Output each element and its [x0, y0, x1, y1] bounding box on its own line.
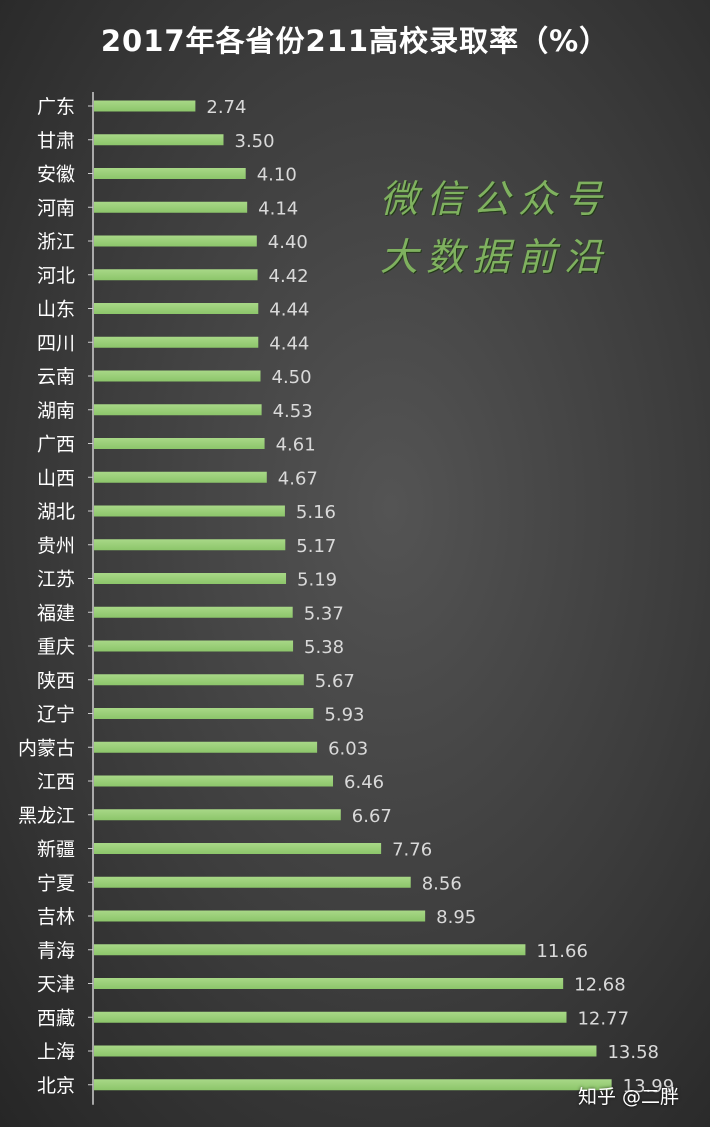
category-label: 天津: [37, 974, 75, 996]
category-label: 江苏: [37, 569, 75, 591]
data-label: 4.61: [276, 435, 316, 456]
bar: [94, 573, 287, 584]
data-label: 6.46: [344, 772, 384, 793]
data-label: 5.16: [296, 502, 336, 523]
bar: [94, 100, 196, 112]
data-label: 6.67: [352, 806, 392, 827]
category-label: 新疆: [37, 839, 75, 861]
category-label: 北京: [37, 1075, 75, 1097]
data-label: 5.93: [324, 705, 364, 726]
data-label: 4.53: [273, 401, 313, 422]
bar: [94, 505, 285, 517]
source-credit: 知乎 @二胖: [578, 1086, 680, 1108]
category-label: 西藏: [37, 1007, 75, 1029]
data-label: 5.17: [296, 536, 336, 557]
data-label: 13.99: [623, 1076, 675, 1097]
bar: [94, 438, 265, 449]
category-label: 宁夏: [37, 872, 75, 894]
data-label: 8.56: [422, 873, 462, 894]
data-label: 5.67: [315, 671, 355, 692]
bar: [94, 809, 341, 821]
data-label: 12.77: [577, 1008, 629, 1029]
category-label: 福建: [37, 602, 75, 624]
bar: [94, 876, 411, 888]
bar: [94, 1045, 597, 1057]
data-label: 3.50: [235, 131, 275, 152]
category-label: 上海: [37, 1041, 75, 1063]
data-label: 6.03: [328, 738, 368, 759]
category-label: 河北: [37, 265, 75, 287]
category-label: 辽宁: [37, 704, 75, 726]
data-label: 8.95: [436, 907, 476, 928]
data-label: 7.76: [392, 840, 432, 861]
watermark-wechat-label: 微信公众号: [380, 177, 611, 221]
data-label: 4.50: [272, 367, 312, 388]
bar: [94, 606, 293, 618]
category-label: 云南: [37, 366, 75, 388]
category-label: 四川: [37, 332, 75, 354]
data-label: 11.66: [536, 941, 588, 962]
category-label: 吉林: [37, 906, 75, 928]
data-label: 4.44: [269, 333, 309, 354]
data-label: 12.68: [574, 975, 626, 996]
bar: [94, 843, 382, 854]
bar: [94, 269, 258, 281]
bar: [94, 910, 426, 922]
data-label: 5.19: [297, 570, 337, 591]
category-label: 浙江: [37, 231, 75, 253]
bar: [94, 708, 314, 719]
category-label: 贵州: [37, 535, 75, 557]
bar: [94, 471, 267, 483]
data-label: 4.42: [269, 266, 309, 287]
bar: [94, 978, 564, 989]
data-label: 4.14: [258, 198, 298, 219]
data-label: 4.10: [257, 165, 297, 186]
bar: [94, 1011, 567, 1023]
category-label: 甘肃: [37, 130, 75, 152]
category-label: 广东: [37, 96, 75, 118]
bar: [94, 539, 286, 551]
bar: [94, 1079, 612, 1091]
data-label: 13.58: [607, 1042, 659, 1063]
category-label: 江西: [37, 771, 75, 793]
bar: [94, 370, 261, 382]
category-label: 青海: [37, 940, 75, 962]
category-label: 黑龙江: [18, 805, 75, 827]
category-label: 陕西: [37, 670, 75, 692]
category-label: 内蒙古: [18, 737, 75, 759]
category-label: 湖南: [37, 400, 75, 422]
bar: [94, 235, 257, 247]
category-label: 河南: [37, 197, 75, 219]
bar: [94, 303, 259, 314]
watermark-account-name: 大数据前沿: [380, 235, 611, 279]
bar: [94, 775, 334, 787]
bar: [94, 336, 259, 348]
category-label: 安徽: [37, 164, 75, 186]
bar: [94, 134, 224, 146]
data-label: 5.38: [304, 637, 344, 658]
category-label: 广西: [37, 434, 75, 456]
data-label: 5.37: [304, 603, 344, 624]
data-label: 4.67: [278, 468, 318, 489]
bar: [94, 201, 248, 213]
bar: [94, 741, 318, 753]
category-label: 重庆: [37, 636, 75, 658]
category-label: 山东: [37, 299, 75, 321]
bar: [94, 674, 304, 686]
bar: [94, 640, 294, 652]
data-label: 2.74: [206, 97, 246, 118]
bar: [94, 404, 262, 416]
data-label: 4.44: [269, 300, 309, 321]
bar: [94, 944, 526, 956]
data-label: 4.40: [268, 232, 308, 253]
chart-title: 2017年各省份211高校录取率（%）: [100, 24, 610, 58]
category-label: 山西: [37, 467, 75, 489]
category-label: 湖北: [37, 501, 75, 523]
bar: [94, 168, 246, 179]
